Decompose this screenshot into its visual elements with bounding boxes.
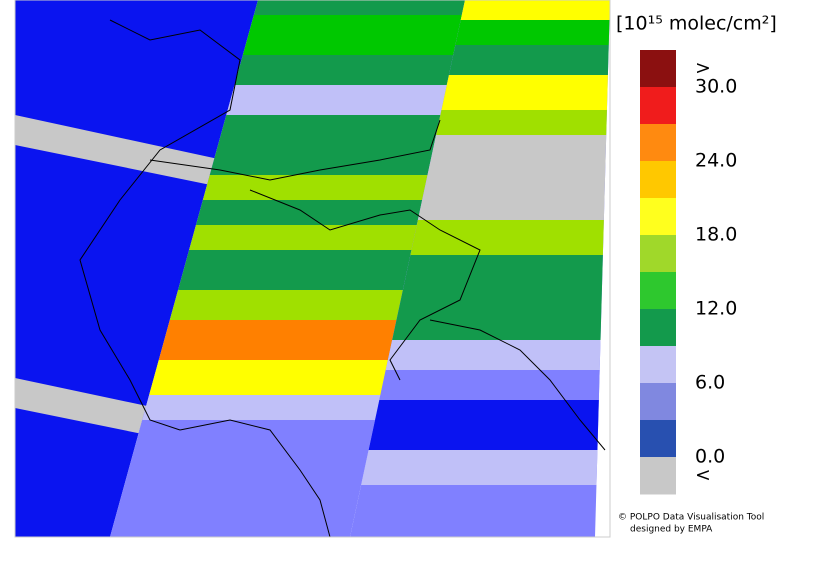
legend-label: 18.0 (695, 224, 737, 246)
colorbar-bin (640, 235, 676, 273)
colorbar (640, 50, 676, 495)
legend-label: 12.0 (695, 298, 737, 320)
map-frame (14, 0, 611, 538)
legend-label: < (695, 464, 711, 486)
coastline (79, 19, 606, 538)
legend-label: > (695, 57, 711, 79)
colorbar-bin (640, 198, 676, 236)
colorbar-bin (640, 383, 676, 421)
colorbar-bin (640, 161, 676, 199)
colorbar-bin (640, 420, 676, 458)
colorbar-bin (640, 124, 676, 162)
colorbar-bin (640, 346, 676, 384)
colorbar-bin (640, 272, 676, 310)
credit-line: © POLPO Data Visualisation Tool (618, 513, 764, 523)
legend-label: 6.0 (695, 372, 725, 394)
colorbar-bin (640, 50, 676, 88)
colorbar-bin (640, 309, 676, 347)
colorbar-bin (640, 87, 676, 125)
legend-label: 30.0 (695, 76, 737, 98)
legend-label: 0.0 (695, 446, 725, 468)
colorbar-bin (640, 457, 676, 495)
credit-line: designed by EMPA (630, 525, 713, 535)
legend-title: [10¹⁵ molec/cm²] (616, 13, 777, 35)
legend-label: 24.0 (695, 150, 737, 172)
